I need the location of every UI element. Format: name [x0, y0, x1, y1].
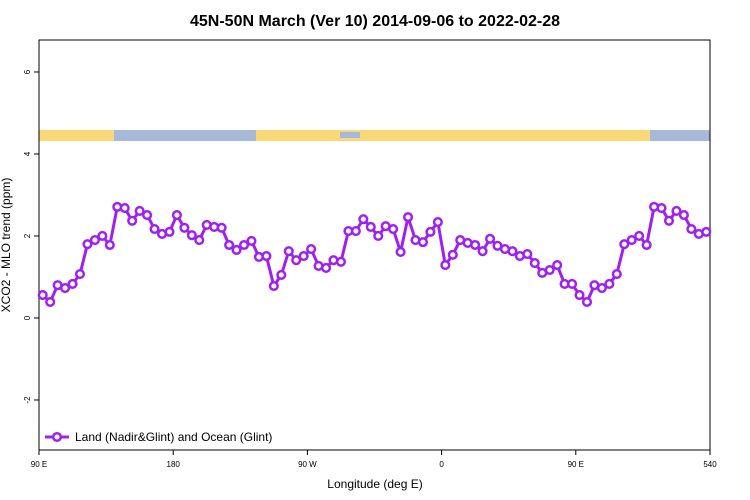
data-point [119, 203, 130, 214]
data-point [186, 230, 197, 241]
data-point [522, 248, 533, 260]
legend-label: Land (Nadir&Glint) and Ocean (Glint) [75, 430, 272, 444]
data-point [358, 214, 369, 225]
data-point [485, 233, 496, 244]
data-point [82, 239, 93, 250]
data-point [335, 256, 347, 267]
data-point [671, 205, 682, 217]
x-tick-label: 90 E [568, 460, 584, 469]
data-point [231, 244, 242, 255]
y-tick-label: -2 [23, 396, 32, 404]
data-point [261, 251, 272, 262]
data-point [626, 235, 637, 246]
data-point [320, 262, 332, 274]
map-strip [39, 130, 710, 141]
data-point [67, 278, 78, 290]
data-point [291, 255, 302, 266]
data-point [246, 235, 257, 246]
data-point [238, 239, 250, 251]
land-band [440, 130, 650, 141]
legend-marker [51, 431, 63, 443]
data-point [127, 215, 138, 226]
data-point [373, 230, 384, 242]
data-point [403, 212, 414, 223]
data-point [507, 246, 518, 257]
data-point [89, 235, 100, 246]
data-point [432, 216, 443, 228]
x-tick-label: 0 [439, 460, 444, 469]
data-point [611, 269, 622, 280]
data-point [604, 278, 615, 290]
data-point [567, 278, 578, 290]
data-point [60, 283, 71, 294]
y-tick-label: 4 [23, 151, 32, 156]
data-point [529, 257, 540, 269]
data-point [656, 203, 667, 214]
data-point [149, 223, 160, 235]
data-point [619, 239, 630, 250]
y-axis-label: XCO2 - MLO trend (ppm) [0, 178, 13, 313]
plot-frame [38, 39, 711, 451]
x-tick-label: 180 [167, 460, 181, 469]
y-tick-label: 0 [23, 315, 32, 320]
x-tick-label: 90 E [31, 460, 47, 469]
data-point [552, 260, 563, 271]
data-point [686, 223, 697, 235]
data-point [74, 269, 86, 280]
data-point [97, 230, 108, 242]
data-point [425, 226, 436, 237]
data-point [194, 235, 205, 246]
data-point [283, 246, 294, 257]
data-point [701, 226, 712, 237]
chart-title: 45N-50N March (Ver 10) 2014-09-06 to 202… [190, 13, 560, 30]
data-point [678, 210, 689, 221]
data-point [641, 239, 652, 251]
data-point [179, 222, 190, 233]
data-point [37, 289, 48, 301]
land-band [39, 130, 114, 141]
data-point [268, 280, 279, 292]
data-point [395, 246, 406, 258]
ocean-band [114, 130, 256, 141]
x-axis-label: Longitude (deg E) [327, 477, 422, 491]
ocean-band [340, 132, 360, 138]
x-tick-label: 540 [703, 460, 717, 469]
data-point [417, 237, 429, 248]
data-point [216, 222, 227, 233]
data-point [388, 223, 399, 235]
data-point [104, 239, 115, 251]
data-point [470, 239, 481, 251]
data-point [574, 289, 585, 301]
y-tick-label: 2 [23, 233, 32, 238]
data-point [663, 215, 675, 226]
data-point [306, 244, 317, 255]
data-point [477, 246, 488, 257]
data-point [365, 221, 376, 233]
data-point [440, 260, 451, 271]
x-tick-label: 90 W [298, 460, 317, 469]
y-tick-label: 6 [23, 69, 32, 74]
data-point [596, 283, 607, 294]
data-point [45, 296, 56, 308]
data-point [447, 249, 458, 260]
data-point [142, 210, 153, 221]
ocean-band [650, 130, 710, 141]
data-point [350, 226, 361, 237]
data-point [224, 239, 235, 251]
data-point [276, 269, 287, 280]
data-point [634, 230, 645, 242]
data-point [298, 251, 309, 262]
data-point [171, 210, 182, 221]
data-point [544, 264, 555, 276]
data-point [164, 226, 175, 237]
data-point [134, 205, 145, 217]
data-point [581, 296, 593, 308]
